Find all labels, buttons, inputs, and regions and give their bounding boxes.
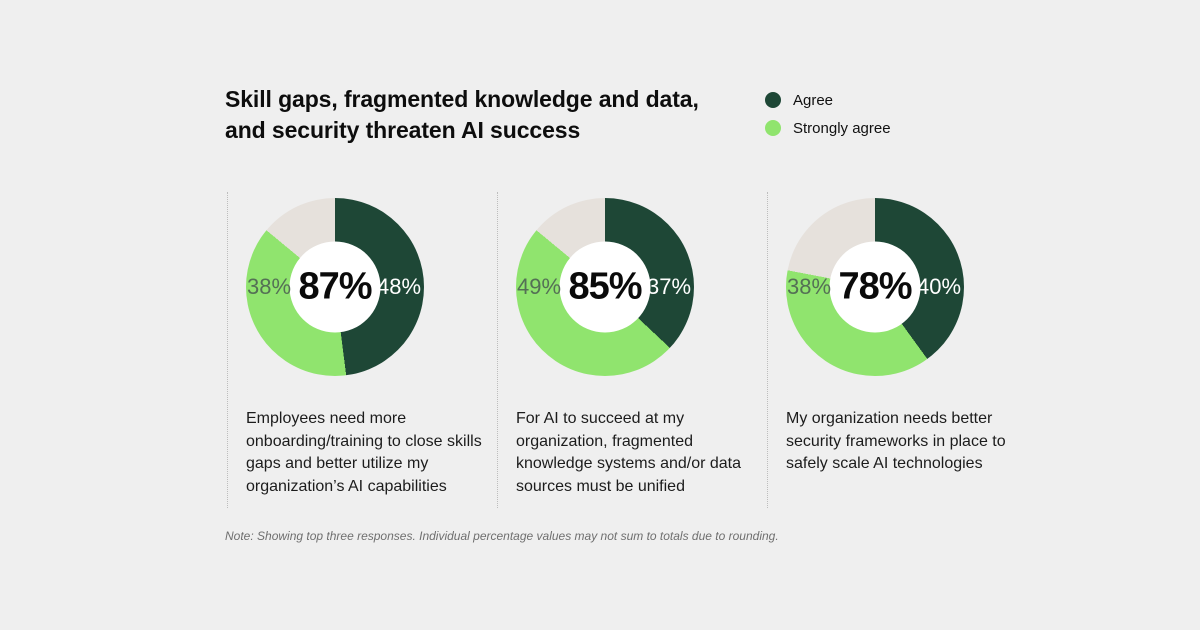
donut-center: 78% <box>829 241 921 333</box>
chart-description: My organization needs better security fr… <box>786 410 1006 472</box>
agree-value-label: 37% <box>646 274 692 299</box>
donut-total-label: 85% <box>568 265 642 308</box>
footnote: Note: Showing top three responses. Indiv… <box>225 529 779 543</box>
page-title: Skill gaps, fragmented knowledge and dat… <box>225 84 699 146</box>
legend-label-strongly-agree: Strongly agree <box>793 119 891 137</box>
title-line-1: Skill gaps, fragmented knowledge and dat… <box>225 86 699 112</box>
donut-total-label: 87% <box>298 265 372 308</box>
donut-chart-skills: 87% <box>246 198 424 376</box>
title-line-2: and security threaten AI success <box>225 117 581 143</box>
donut-center: 87% <box>289 241 381 333</box>
chart-column-knowledge: 85% 49% 37% For AI to succeed at my orga… <box>497 192 767 508</box>
donut-chart-knowledge: 85% <box>516 198 694 376</box>
agree-value-label: 40% <box>916 274 962 299</box>
chart-description: Employees need more onboarding/training … <box>246 410 482 495</box>
legend-label-agree: Agree <box>793 91 834 109</box>
donut-center: 85% <box>559 241 651 333</box>
chart-description: For AI to succeed at my organization, fr… <box>516 410 742 495</box>
agree-value-label: 48% <box>376 274 422 299</box>
legend-item-agree: Agree <box>765 86 891 114</box>
donut-total-label: 78% <box>838 265 912 308</box>
legend-item-strongly-agree: Strongly agree <box>765 114 891 142</box>
strongly-agree-dot-icon <box>765 120 781 136</box>
strongly-agree-value-label: 49% <box>516 274 562 299</box>
legend: Agree Strongly agree <box>765 86 891 142</box>
chart-column-skills: 87% 38% 48% Employees need more onboardi… <box>227 192 497 508</box>
strongly-agree-value-label: 38% <box>246 274 292 299</box>
agree-dot-icon <box>765 92 781 108</box>
donut-chart-security: 78% <box>786 198 964 376</box>
chart-column-security: 78% 38% 40% My organization needs better… <box>767 192 1037 508</box>
strongly-agree-value-label: 38% <box>786 274 832 299</box>
